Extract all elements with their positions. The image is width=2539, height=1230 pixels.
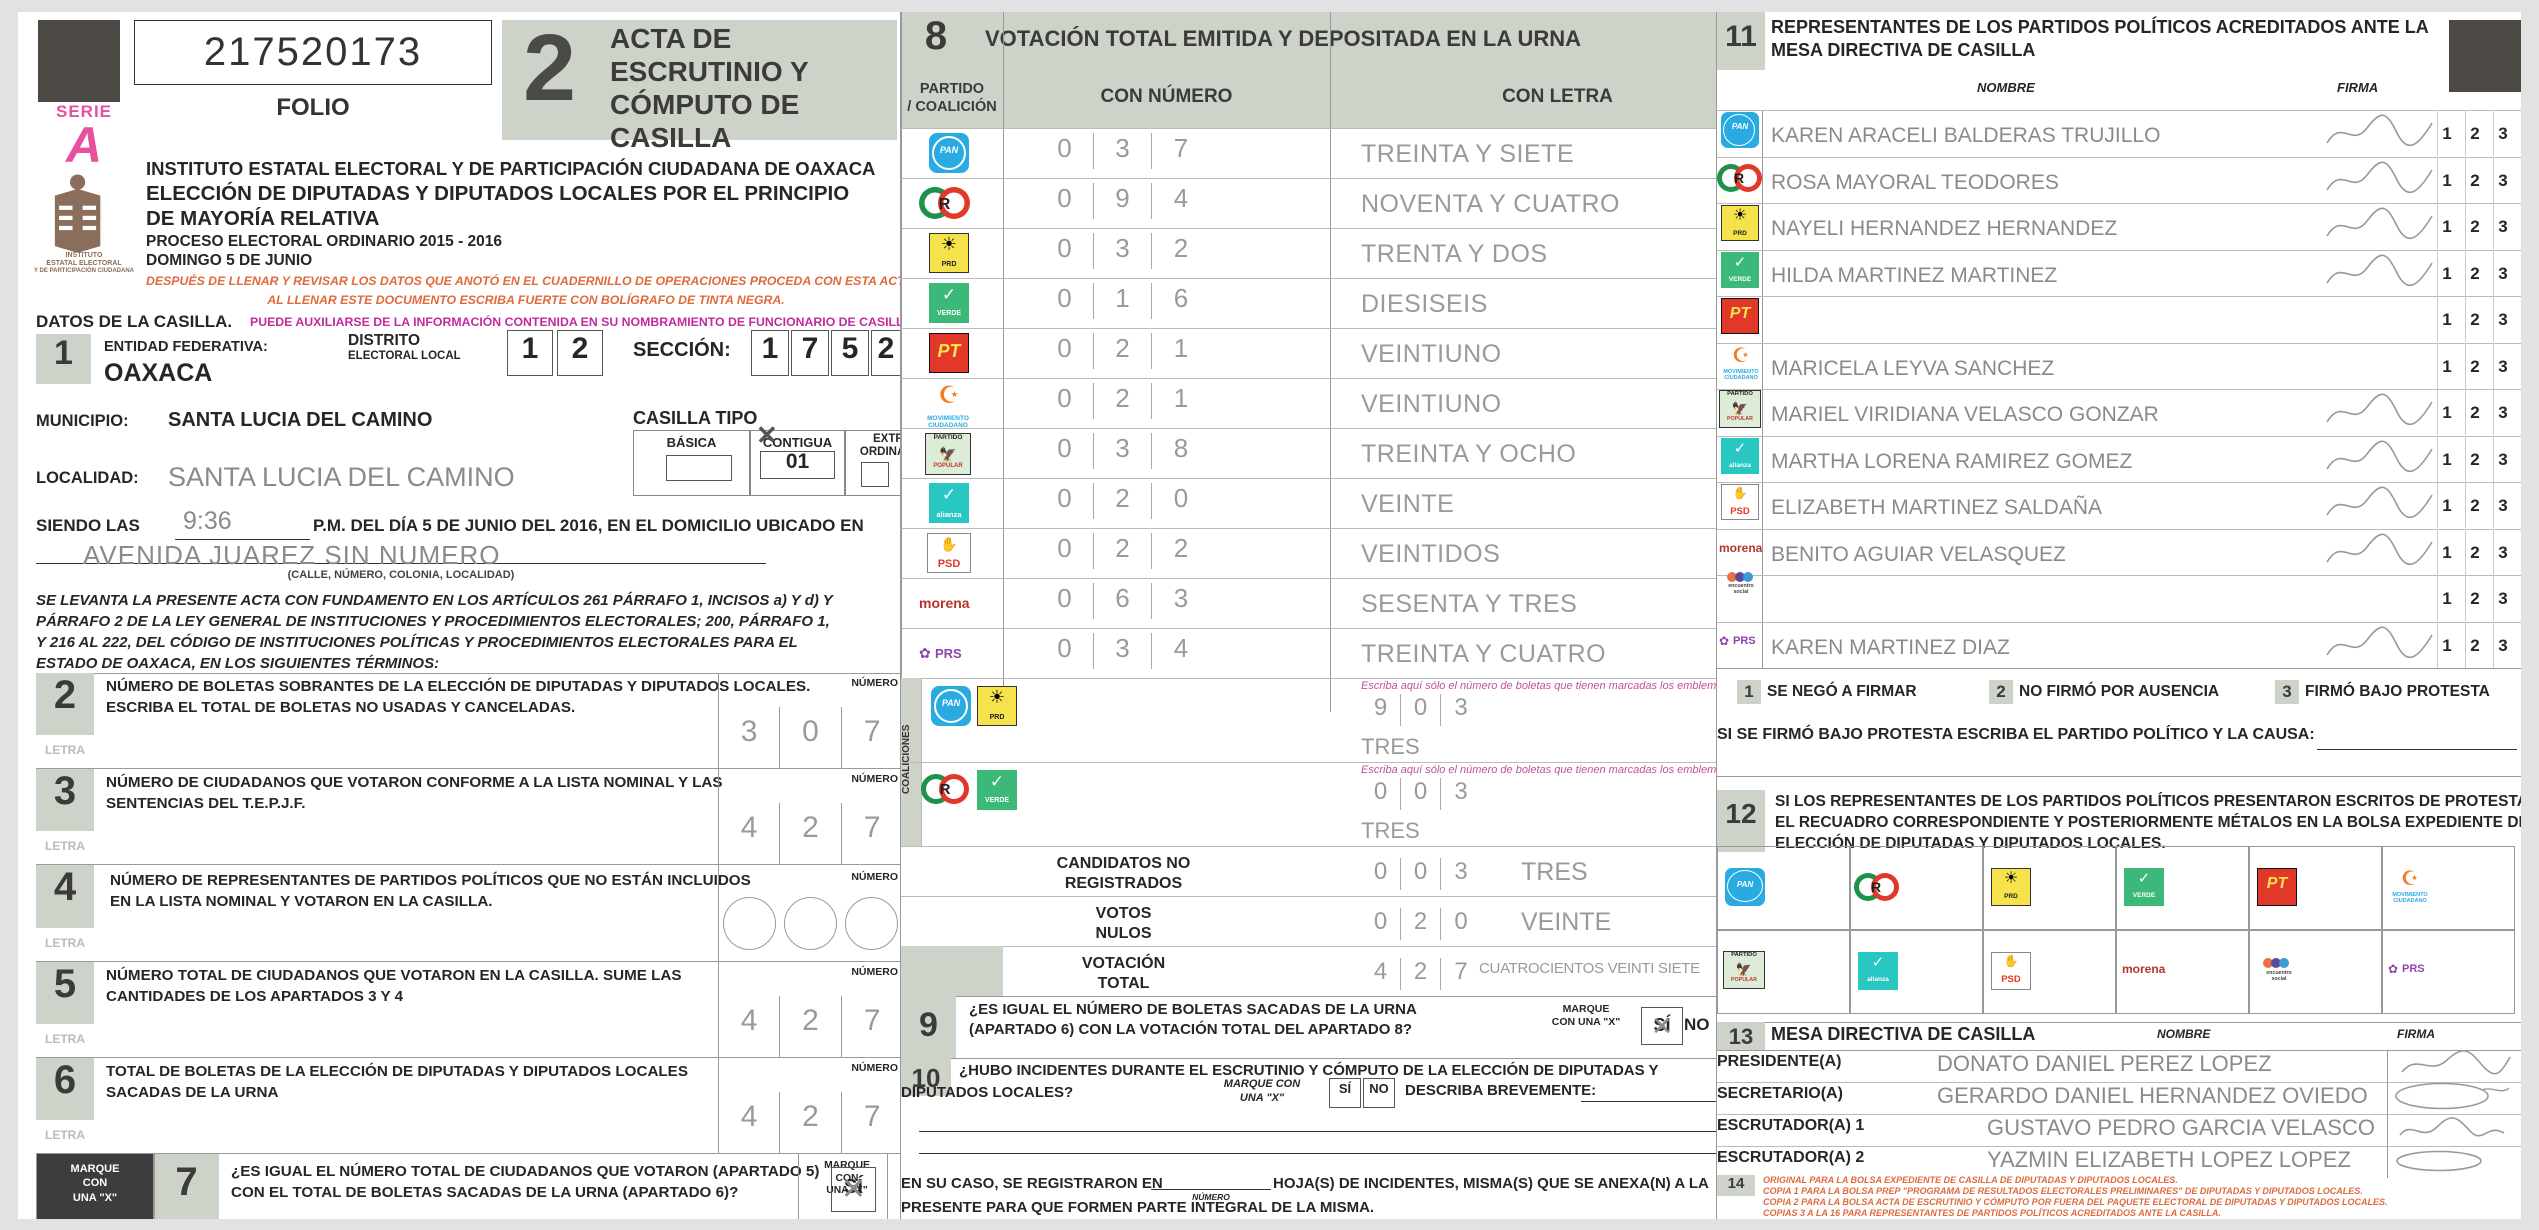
svg-text:R: R [940,781,951,798]
svg-text:R: R [1734,170,1744,186]
svg-text:R: R [1871,879,1881,895]
svg-text:R: R [939,196,951,213]
